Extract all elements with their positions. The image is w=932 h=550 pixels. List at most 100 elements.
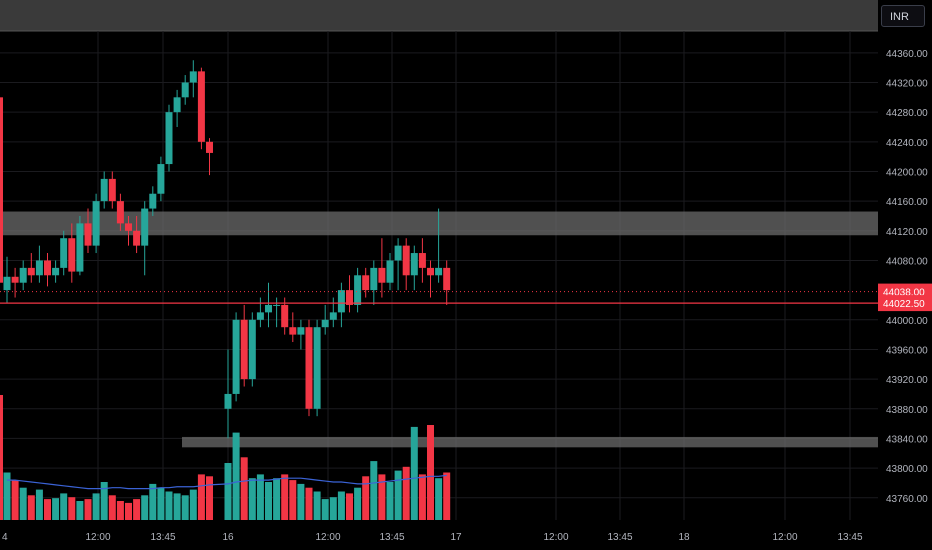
candle-body <box>248 319 256 380</box>
price-tick-label: 44160.00 <box>886 197 928 208</box>
price-tick-label: 43960.00 <box>886 345 928 356</box>
price-tick-label: 43800.00 <box>886 464 928 475</box>
candle-body <box>3 276 11 291</box>
top-band <box>0 0 878 31</box>
candle-body <box>354 275 362 305</box>
candle-body <box>84 223 92 246</box>
volume-bar <box>313 491 321 520</box>
candle-body <box>149 193 157 209</box>
volume-bar <box>141 495 149 520</box>
volume-bar <box>100 482 108 520</box>
volume-bar <box>206 476 213 520</box>
candle-body <box>240 319 248 380</box>
candle-body <box>362 275 370 291</box>
time-tick-label: 4 <box>2 532 8 543</box>
volume-bar <box>289 480 297 520</box>
time-tick-label: 18 <box>678 532 690 543</box>
time-tick-label: 13:45 <box>837 532 862 543</box>
price-tick-label: 44360.00 <box>886 49 928 60</box>
candle-body <box>141 208 149 246</box>
price-tick-label: 44320.00 <box>886 78 928 89</box>
candle-body <box>321 319 329 328</box>
volume-bar <box>125 502 132 520</box>
time-tick-label: 13:45 <box>379 532 404 543</box>
volume-bar <box>197 474 205 520</box>
volume-bar <box>44 499 51 520</box>
candle-body <box>76 223 84 272</box>
candle-body <box>60 238 68 268</box>
candle-body <box>370 267 378 291</box>
volume-bar <box>256 474 264 520</box>
candle-body <box>206 141 213 153</box>
volume-bar <box>224 463 232 520</box>
volume-bar <box>402 466 410 520</box>
time-tick-label: 12:00 <box>315 532 340 543</box>
price-tick-label: 44120.00 <box>886 227 928 238</box>
candle-body <box>125 223 132 231</box>
candle-body <box>256 312 264 320</box>
volume-bar <box>3 472 11 520</box>
candle-body <box>273 304 281 306</box>
volume-bar <box>181 495 189 520</box>
currency-button[interactable]: INR <box>881 5 925 27</box>
price-tick-label: 44200.00 <box>886 167 928 178</box>
time-tick-label: 13:45 <box>607 532 632 543</box>
volume-bar <box>11 480 19 520</box>
candle-body <box>11 276 19 283</box>
volume-bar <box>165 491 173 520</box>
candle-body <box>410 253 418 276</box>
price-tick-label: 43880.00 <box>886 405 928 416</box>
candle-body <box>346 290 353 305</box>
volume-bar <box>240 457 248 520</box>
volume-bar <box>19 487 27 520</box>
candle-body <box>27 267 35 276</box>
candle-body <box>165 112 173 165</box>
volume-bar <box>157 487 165 520</box>
candle-body <box>157 164 165 194</box>
time-tick-label: 16 <box>222 532 234 543</box>
time-tick-label: 12:00 <box>772 532 797 543</box>
volume-bar <box>52 498 60 520</box>
price-tick-label: 43840.00 <box>886 434 928 445</box>
volume-bar <box>418 474 426 520</box>
volume-bar <box>60 493 68 520</box>
volume-bar <box>27 495 35 520</box>
volume-bar <box>378 474 386 520</box>
volume-bar <box>273 478 281 520</box>
candle-body <box>281 304 289 328</box>
candle-body <box>181 82 189 98</box>
candle-body <box>305 327 313 409</box>
candle-body <box>189 71 197 83</box>
volume-bar <box>248 478 256 520</box>
candle-body <box>224 393 232 409</box>
time-tick-label: 17 <box>450 532 462 543</box>
volume-bar <box>394 470 402 520</box>
candle-body <box>265 304 272 313</box>
volume-bar <box>116 501 124 520</box>
candle-body <box>100 178 108 202</box>
candle-body <box>35 260 43 276</box>
volume-bar <box>346 493 353 520</box>
volume-bar <box>354 487 362 520</box>
volume-bar <box>149 483 157 520</box>
price-tick-label: 44000.00 <box>886 316 928 327</box>
volume-bars <box>3 425 451 520</box>
candle-body <box>435 267 443 276</box>
price-marker-bg <box>878 295 932 312</box>
price-marker-label: 44022.50 <box>883 299 925 310</box>
time-tick-label: 12:00 <box>543 532 568 543</box>
candle-body <box>386 260 394 283</box>
candle-body <box>378 267 386 283</box>
candle-body <box>443 267 451 291</box>
candle-body <box>394 245 402 261</box>
price-tick-label: 44080.00 <box>886 256 928 267</box>
candle-body <box>92 201 100 246</box>
volume-bar <box>362 476 370 520</box>
volume-bar <box>68 497 76 520</box>
volume-bar <box>84 499 92 520</box>
volume-bar <box>427 425 434 520</box>
volume-bar <box>35 489 43 520</box>
candle-body <box>44 260 51 276</box>
